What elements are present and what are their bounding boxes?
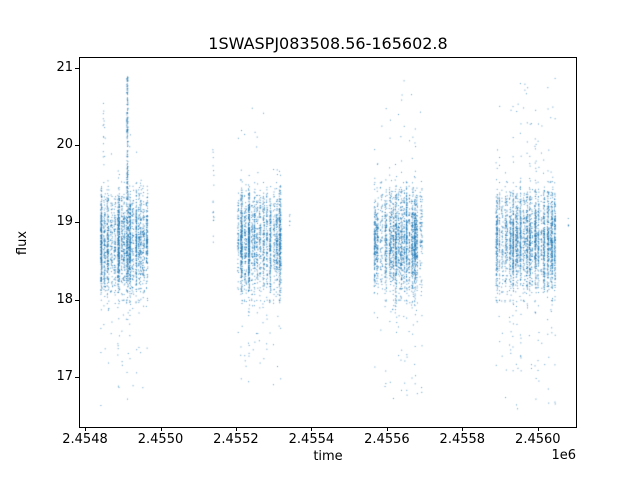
y-axis-label: flux: [15, 230, 30, 256]
x-tick-mark: [235, 427, 237, 431]
x-tick-label: 2.4558: [439, 432, 486, 447]
x-tick-mark: [537, 427, 539, 431]
y-tick-mark: [75, 376, 79, 378]
x-tick-mark: [311, 427, 313, 431]
x-tick-mark: [85, 427, 86, 431]
y-tick-label: 21: [56, 60, 73, 75]
y-tick-label: 17: [56, 368, 73, 384]
y-tick-mark: [75, 299, 79, 301]
x-tick-label: 2.4554: [288, 432, 335, 447]
x-tick-label: 2.4556: [364, 432, 410, 447]
x-tick-label: 2.4548: [62, 432, 108, 447]
y-tick-label: 18: [56, 291, 73, 307]
x-tick-mark: [462, 427, 464, 431]
chart-title: 1SWASPJ083508.56-165602.8: [208, 34, 448, 53]
x-axis-offset-label: 1e6: [551, 448, 576, 463]
y-tick-mark: [75, 222, 79, 224]
x-tick-label: 2.4550: [137, 432, 184, 447]
scatter-points-canvas: [80, 58, 576, 427]
x-tick-label: 2.4560: [515, 432, 561, 447]
y-tick-label: 20: [56, 137, 73, 153]
x-tick-mark: [386, 427, 388, 431]
x-axis-label: time: [313, 449, 343, 464]
x-tick-mark: [160, 427, 162, 431]
y-tick-label: 19: [56, 214, 73, 230]
x-tick-label: 2.4552: [213, 432, 259, 447]
plot-area: [79, 57, 577, 428]
y-tick-mark: [75, 68, 79, 69]
y-tick-mark: [75, 145, 79, 147]
